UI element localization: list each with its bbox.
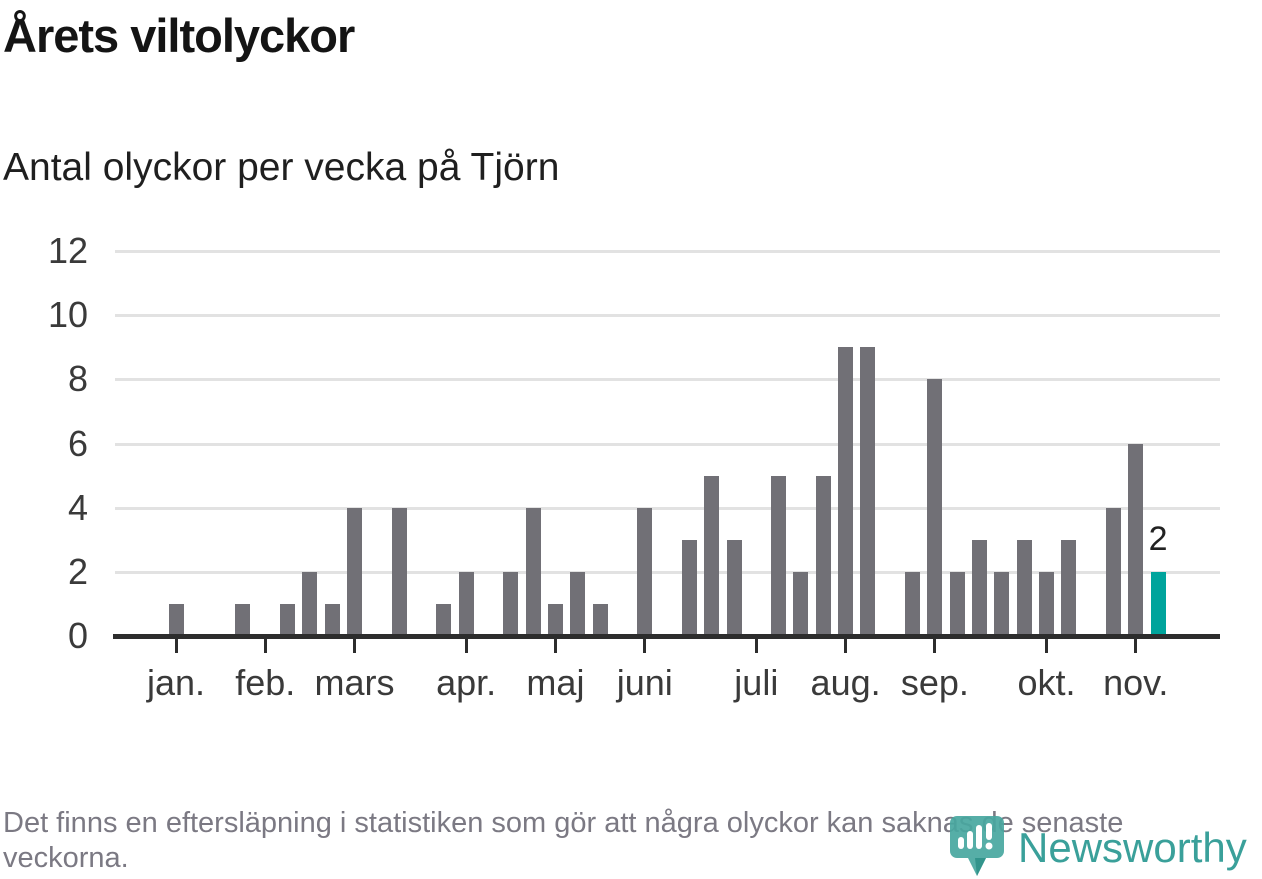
x-axis-month-label: juni <box>616 662 673 703</box>
bar-week <box>458 571 474 636</box>
x-axis-tick-sep <box>933 639 937 653</box>
x-axis-month-label: feb. <box>235 662 296 703</box>
bar-week <box>681 539 697 636</box>
gridline-y2 <box>115 570 1220 574</box>
x-axis-month-label: mars <box>314 662 395 703</box>
bar-week <box>860 347 876 636</box>
bar-week <box>570 571 586 636</box>
bar-week <box>324 603 340 636</box>
logo-exclamation-dot <box>985 842 993 850</box>
chart-subtitle: Antal olyckor per vecka på Tjörn <box>3 146 560 189</box>
x-axis-month-label: apr. <box>436 662 497 703</box>
bar-week <box>1016 539 1032 636</box>
bar-week <box>592 603 608 636</box>
bar-week <box>972 539 988 636</box>
bar-week <box>905 571 921 636</box>
bar-week-current <box>1150 571 1166 636</box>
bar-week <box>436 603 452 636</box>
bar-week <box>927 379 943 636</box>
gridline-y12 <box>115 250 1220 253</box>
bar-week <box>503 571 519 636</box>
bar-week <box>815 475 831 636</box>
y-axis-tick-label: 2 <box>67 550 88 592</box>
bar-week <box>391 507 407 636</box>
footer-note: Det finns en eftersläpning i statistiken… <box>3 807 1124 875</box>
y-axis-tick-label: 8 <box>67 358 88 400</box>
gridline-y4 <box>115 506 1220 510</box>
bar-week <box>704 475 720 636</box>
x-axis-tick-okt <box>1044 639 1048 653</box>
logo-wordmark: Newsworthy <box>1018 824 1247 871</box>
gridline-y6 <box>115 442 1220 446</box>
bar-week <box>525 507 541 636</box>
bar-week <box>1105 507 1121 636</box>
x-axis-month-label: maj <box>526 662 585 703</box>
bar-week <box>838 347 854 636</box>
x-axis-tick-juli <box>754 639 758 653</box>
bar-week <box>637 507 653 636</box>
bar-week <box>949 571 965 636</box>
x-axis-month-label: jan. <box>146 662 206 703</box>
x-axis-tick-aug <box>844 639 848 653</box>
newsworthy-pin-icon <box>950 816 1004 876</box>
x-axis-line <box>113 634 1220 639</box>
y-axis-tick-label: 4 <box>67 486 88 528</box>
bar-week <box>793 571 809 636</box>
bar-week <box>771 475 787 636</box>
gridline-y10 <box>115 314 1220 318</box>
newsworthy-logo: Newsworthy <box>948 814 1247 878</box>
x-axis-month-label: okt. <box>1017 662 1076 703</box>
x-axis-tick-maj <box>553 639 557 653</box>
bar-week <box>280 603 296 636</box>
logo-bar-medium <box>967 831 973 849</box>
logo-bubble-tail <box>975 858 986 876</box>
x-axis-tick-apr <box>464 639 468 653</box>
bar-week <box>302 571 318 636</box>
y-axis-tick-label: 0 <box>67 615 88 656</box>
y-axis-tick-label: 12 <box>47 230 88 271</box>
bar-week <box>547 603 563 636</box>
current-week-value-label: 2 <box>1148 519 1168 558</box>
x-axis-month-label: nov. <box>1103 662 1169 703</box>
bar-week <box>726 539 742 636</box>
x-axis-tick-feb <box>263 639 267 653</box>
bar-week <box>235 603 251 636</box>
x-axis-month-label: juli <box>734 662 779 703</box>
x-axis-month-label: aug. <box>810 662 881 703</box>
gridline-y8 <box>115 378 1220 382</box>
bar-chart: 0 2 4 6 8 10 12 2 jan. feb. mars apr. maj juni juli aug… <box>47 230 1220 703</box>
x-axis-tick-mars <box>353 639 357 653</box>
x-axis-month-label: sep. <box>900 662 969 703</box>
bar-week <box>1038 571 1054 636</box>
logo-exclamation-stem <box>986 823 992 840</box>
bar-week <box>168 603 184 636</box>
bar-week <box>994 571 1010 636</box>
page-title: Årets viltolyckor <box>3 9 355 62</box>
logo-bar-tall <box>976 825 982 849</box>
bar-week <box>347 507 363 636</box>
x-axis-tick-nov <box>1134 639 1138 653</box>
bar-week <box>1128 443 1144 636</box>
y-axis-tick-label: 6 <box>67 422 88 464</box>
logo-bar-small <box>958 837 964 849</box>
bar-week <box>1061 539 1077 636</box>
x-axis-tick-jan <box>174 639 178 653</box>
y-axis-tick-label: 10 <box>47 294 88 336</box>
x-axis-tick-juni <box>643 639 647 653</box>
